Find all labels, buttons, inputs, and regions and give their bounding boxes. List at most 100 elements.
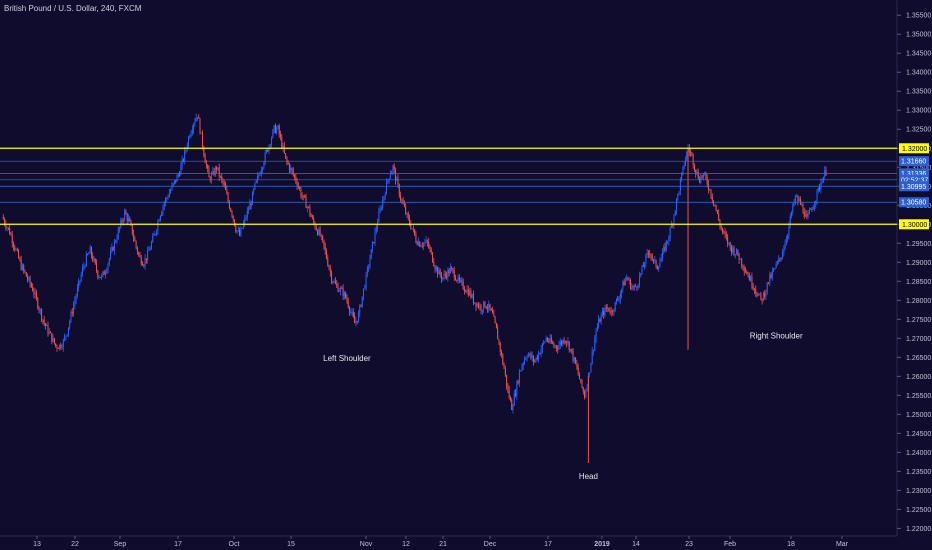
candle-body <box>127 218 129 221</box>
y-tick-label: 1.29000 <box>906 260 931 267</box>
price-marker-tag <box>899 174 929 185</box>
candle-body <box>697 171 699 179</box>
candle-body <box>604 307 606 315</box>
candle-body <box>167 197 169 198</box>
candle-body <box>73 305 75 314</box>
candle-body <box>692 154 694 165</box>
candle-body <box>601 311 603 316</box>
candle-body <box>455 277 457 281</box>
candle-body <box>37 298 39 309</box>
candle-body <box>16 249 18 251</box>
candle-body <box>649 253 651 255</box>
candle-body <box>52 338 54 342</box>
candle-body <box>103 271 105 275</box>
y-tick-label: 1.29500 <box>906 241 931 248</box>
candle-body <box>212 170 214 174</box>
y-tick-label: 1.33000 <box>906 108 931 115</box>
candle-body <box>122 219 124 222</box>
candle-body <box>576 363 578 368</box>
y-tick-label: 1.33500 <box>906 89 931 96</box>
candle-body <box>208 168 210 178</box>
candle-body <box>182 159 184 161</box>
candle-body <box>807 213 809 217</box>
candle-body <box>148 250 150 252</box>
candle-body <box>241 228 243 230</box>
candle-body <box>791 212 793 217</box>
candle-body <box>66 334 68 336</box>
x-tick-label: 14 <box>632 541 640 548</box>
candle-body <box>564 341 566 344</box>
candle-body <box>467 289 469 296</box>
candle-body <box>384 194 386 197</box>
candle-body <box>41 309 43 320</box>
candle-body <box>783 249 785 253</box>
candle-body <box>411 228 413 230</box>
candle-body <box>638 275 640 286</box>
candle-body <box>119 227 121 230</box>
candle-body <box>43 319 45 324</box>
candle-body <box>541 343 543 350</box>
candle-body <box>75 295 77 301</box>
candle-body <box>166 197 168 199</box>
candle-body <box>244 218 246 224</box>
candle-body <box>679 180 681 192</box>
candle-body <box>424 242 426 244</box>
candle-body <box>702 173 704 178</box>
y-tick-label: 1.23000 <box>906 488 931 495</box>
candle-body <box>520 370 522 372</box>
candle-body <box>509 397 511 401</box>
candle-body <box>144 258 146 266</box>
candle-body <box>430 249 432 253</box>
candle-body <box>158 220 160 222</box>
candle-body <box>691 152 693 155</box>
candle-body <box>531 355 533 358</box>
candle-body <box>563 340 565 344</box>
candle-body <box>678 191 680 194</box>
candle-body <box>592 349 594 352</box>
candle-body <box>779 258 781 260</box>
candle-body <box>295 176 297 182</box>
candle-body <box>389 174 391 179</box>
candle-body <box>226 189 228 195</box>
candle-body <box>83 266 85 268</box>
candle-body <box>490 308 492 311</box>
candle-body <box>529 353 531 355</box>
candle-body <box>775 263 777 268</box>
candle-body <box>304 195 306 198</box>
candle-body <box>282 145 284 148</box>
candle-body <box>567 341 569 344</box>
y-tick-label: 1.25000 <box>906 412 931 419</box>
candle-body <box>341 288 343 289</box>
candle-body <box>196 117 198 118</box>
y-tick-label: 1.27000 <box>906 336 931 343</box>
candle-body <box>635 286 637 288</box>
candle-body <box>573 357 575 361</box>
price-marker-tag <box>899 168 929 179</box>
candle-body <box>594 338 596 350</box>
candle-body <box>440 275 442 279</box>
candle-body <box>360 305 362 307</box>
candle-body <box>759 293 761 295</box>
candle-body <box>656 266 658 269</box>
candle-body <box>388 178 390 181</box>
candle-body <box>751 276 753 287</box>
candle-body <box>607 307 609 309</box>
candle-body <box>736 249 738 255</box>
candle-body <box>11 235 13 244</box>
candle-body <box>653 259 655 261</box>
candle-body <box>814 205 816 207</box>
candle-body <box>539 353 541 355</box>
x-tick-label: 22 <box>71 541 79 548</box>
candle-body <box>673 215 675 225</box>
candle-body <box>719 220 721 227</box>
candle-body <box>379 208 381 212</box>
candle-body <box>319 229 321 236</box>
level-price-tag <box>899 219 929 230</box>
candle-body <box>438 270 440 275</box>
candle-body <box>699 178 701 183</box>
candle-body <box>101 275 103 278</box>
candle-body <box>453 270 455 278</box>
candle-body <box>331 272 333 282</box>
candle-body <box>710 189 712 197</box>
